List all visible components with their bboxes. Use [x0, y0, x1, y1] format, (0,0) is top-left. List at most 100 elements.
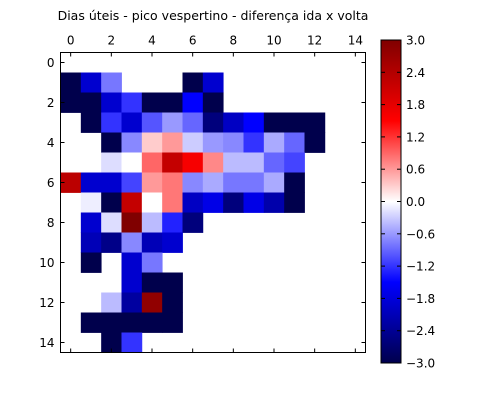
- heatmap-cell: [121, 312, 143, 333]
- heatmap-cell: [80, 232, 102, 253]
- heatmap-cell: [162, 272, 183, 293]
- y-tick-label: 10: [39, 256, 54, 270]
- heatmap-cell: [101, 132, 122, 153]
- heatmap-cell: [80, 92, 102, 113]
- y-tick-label: 14: [39, 336, 54, 350]
- heatmap-cell: [162, 292, 183, 313]
- heatmap-cell: [121, 292, 143, 313]
- heatmap-cell: [60, 72, 82, 93]
- heatmap-cell: [121, 212, 143, 233]
- heatmap-cell: [80, 252, 102, 273]
- colorbar-tick-label: −1.2: [406, 260, 435, 274]
- heatmap-cell: [243, 132, 265, 153]
- heatmap-cell: [284, 172, 305, 193]
- heatmap-cells: [60, 72, 326, 353]
- colorbar-tick-label: −0.6: [406, 227, 435, 241]
- heatmap-cell: [141, 232, 163, 253]
- x-tick-label: 6: [189, 34, 197, 48]
- heatmap-cell: [223, 172, 244, 193]
- heatmap-cell: [121, 172, 143, 193]
- heatmap-cell: [263, 132, 285, 153]
- heatmap-cell: [243, 152, 265, 173]
- heatmap-cell: [202, 72, 224, 93]
- heatmap-cell: [101, 232, 122, 253]
- heatmap-cell: [101, 212, 122, 233]
- heatmap-cell: [284, 112, 305, 133]
- y-tick-label: 8: [47, 216, 55, 230]
- heatmap-cell: [223, 192, 244, 213]
- heatmap-cell: [101, 172, 122, 193]
- heatmap-cell: [304, 132, 326, 153]
- heatmap-cell: [101, 112, 122, 133]
- colorbar-tick-label: 1.8: [406, 98, 425, 112]
- heatmap-cell: [101, 72, 122, 93]
- x-tick-label: 8: [230, 34, 238, 48]
- x-tick-label: 10: [266, 34, 281, 48]
- heatmap-cell: [162, 192, 183, 213]
- heatmap-cell: [263, 192, 285, 213]
- heatmap-cell: [121, 252, 143, 273]
- heatmap-cell: [162, 152, 183, 173]
- heatmap-cell: [223, 152, 244, 173]
- heatmap-cell: [223, 112, 244, 133]
- heatmap-cell: [263, 152, 285, 173]
- colorbar-tick-label: 0.6: [406, 163, 425, 177]
- colorbar-tick-label: 2.4: [406, 66, 425, 80]
- heatmap-cell: [80, 212, 102, 233]
- heatmap-cell: [80, 192, 102, 213]
- heatmap-cell: [202, 92, 224, 113]
- heatmap-cell: [80, 172, 102, 193]
- heatmap-cell: [141, 292, 163, 313]
- heatmap-cell: [263, 172, 285, 193]
- heatmap-cell: [141, 92, 163, 113]
- heatmap-cell: [304, 112, 326, 133]
- heatmap-cell: [101, 292, 122, 313]
- heatmap-cell: [223, 132, 244, 153]
- heatmap-cell: [202, 152, 224, 173]
- heatmap-cell: [162, 172, 183, 193]
- heatmap-cell: [182, 92, 204, 113]
- y-tick-label: 6: [47, 176, 55, 190]
- heatmap-cell: [60, 172, 82, 193]
- heatmap-cell: [101, 192, 122, 213]
- plot-frame: [60, 52, 366, 353]
- heatmap-cell: [121, 152, 143, 173]
- heatmap-cell: [141, 212, 163, 233]
- heatmap-cell: [162, 312, 183, 333]
- heatmap-cell: [101, 152, 122, 173]
- colorbar-gradient: [381, 40, 401, 363]
- heatmap-cell: [284, 192, 305, 213]
- x-tick-label: 2: [108, 34, 116, 48]
- heatmap-cell: [162, 112, 183, 133]
- heatmap-cell: [141, 172, 163, 193]
- heatmap-cell: [141, 192, 163, 213]
- y-axis: 0 2 4 6 8 10 12 14: [39, 56, 366, 350]
- y-tick-label: 0: [47, 56, 55, 70]
- heatmap-cell: [101, 332, 122, 353]
- heatmap-cell: [182, 132, 204, 153]
- heatmap-cell: [101, 92, 122, 113]
- heatmap-cell: [182, 112, 204, 133]
- heatmap-cell: [202, 112, 224, 133]
- heatmap-cell: [80, 72, 102, 93]
- heatmap-cell: [141, 132, 163, 153]
- chart-title: Dias úteis - pico vespertino - diferença…: [58, 8, 369, 23]
- colorbar-tick-label: −3.0: [406, 357, 435, 371]
- colorbar-tick-label: −2.4: [406, 324, 435, 338]
- heatmap-cell: [121, 232, 143, 253]
- heatmap-cell: [121, 192, 143, 213]
- heatmap-cell: [243, 192, 265, 213]
- y-tick-label: 2: [47, 96, 55, 110]
- heatmap-cell: [141, 272, 163, 293]
- heatmap-cell: [263, 112, 285, 133]
- heatmap-cell: [101, 312, 122, 333]
- heatmap-cell: [141, 252, 163, 273]
- heatmap-cell: [284, 132, 305, 153]
- heatmap-cell: [162, 212, 183, 233]
- heatmap-cell: [60, 92, 82, 113]
- heatmap-cell: [141, 312, 163, 333]
- heatmap-cell: [182, 212, 204, 233]
- colorbar-tick-label: 1.2: [406, 130, 425, 144]
- heatmap-cell: [121, 132, 143, 153]
- colorbar-tick-label: −1.8: [406, 292, 435, 306]
